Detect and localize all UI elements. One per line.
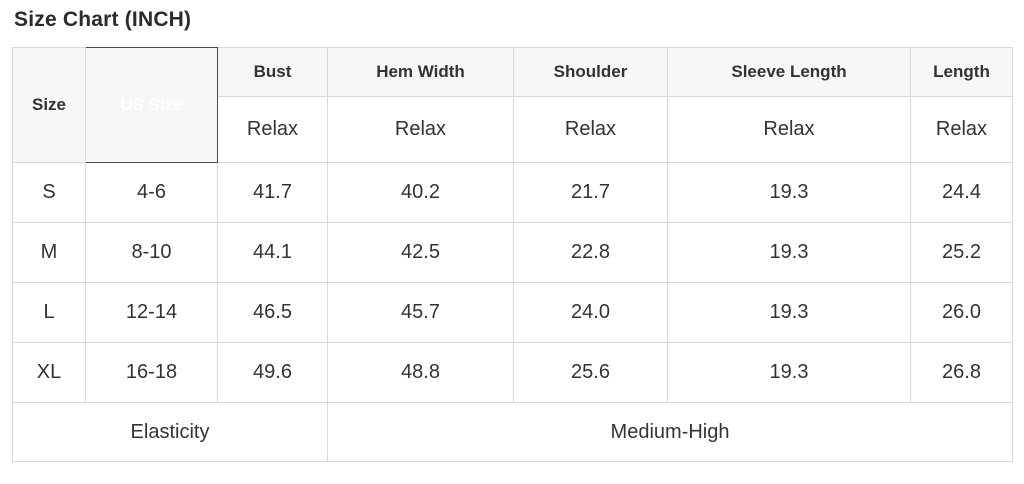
size-chart-title: Size Chart (INCH) <box>14 8 192 31</box>
sleeve-length-cell: 19.3 <box>667 282 911 343</box>
hem-width-cell: 40.2 <box>327 162 514 223</box>
column-header-sleeve-length: Sleeve Length <box>667 47 911 97</box>
us-size-cell: 16-18 <box>85 342 218 403</box>
length-cell: 25.2 <box>910 222 1013 283</box>
sleeve-length-cell: 19.3 <box>667 342 911 403</box>
length-cell: 24.4 <box>910 162 1013 223</box>
fit-cell-length: Relax <box>910 96 1013 163</box>
column-header-length: Length <box>910 47 1013 97</box>
size-chart-section: Size Chart (INCH) Size US Size Bust Hem … <box>12 8 1013 462</box>
hem-width-cell: 45.7 <box>327 282 514 343</box>
header-row: Size US Size Bust Hem Width Shoulder Sle… <box>12 47 1013 163</box>
length-cell: 26.0 <box>910 282 1013 343</box>
fit-cell-hem-width: Relax <box>327 96 514 163</box>
us-size-cell: 8-10 <box>85 222 218 283</box>
us-size-cell: 4-6 <box>85 162 218 223</box>
shoulder-cell: 21.7 <box>513 162 668 223</box>
column-header-hem-width: Hem Width <box>327 47 514 97</box>
shoulder-cell: 24.0 <box>513 282 668 343</box>
elasticity-value-cell: Medium-High <box>327 402 1013 462</box>
hem-width-cell: 42.5 <box>327 222 514 283</box>
table-row-xl: XL 16-18 49.6 48.8 25.6 19.3 26.8 <box>12 342 1013 403</box>
length-cell: 26.8 <box>910 342 1013 403</box>
us-size-cell: 12-14 <box>85 282 218 343</box>
sleeve-length-cell: 19.3 <box>667 162 911 223</box>
fit-cell-bust: Relax <box>217 96 328 163</box>
fit-row: Relax Relax Relax Relax Relax <box>13 96 1013 163</box>
column-header-size: Size <box>12 47 86 163</box>
table-row-s: S 4-6 41.7 40.2 21.7 19.3 24.4 <box>12 162 1013 223</box>
hem-width-cell: 48.8 <box>327 342 514 403</box>
size-cell: M <box>12 222 86 283</box>
column-header-us-size: US Size <box>85 47 218 163</box>
fit-cell-sleeve-length: Relax <box>667 96 911 163</box>
size-chart-table: Size US Size Bust Hem Width Shoulder Sle… <box>12 47 1013 462</box>
elasticity-label-cell: Elasticity <box>12 402 328 462</box>
elasticity-row: Elasticity Medium-High <box>12 402 1013 462</box>
column-header-shoulder: Shoulder <box>513 47 668 97</box>
size-cell: L <box>12 282 86 343</box>
shoulder-cell: 25.6 <box>513 342 668 403</box>
shoulder-cell: 22.8 <box>513 222 668 283</box>
bust-cell: 44.1 <box>217 222 328 283</box>
table-row-m: M 8-10 44.1 42.5 22.8 19.3 25.2 <box>12 222 1013 283</box>
size-cell: XL <box>12 342 86 403</box>
sleeve-length-cell: 19.3 <box>667 222 911 283</box>
fit-cell-shoulder: Relax <box>513 96 668 163</box>
size-cell: S <box>12 162 86 223</box>
column-header-bust: Bust <box>217 47 328 97</box>
bust-cell: 41.7 <box>217 162 328 223</box>
table-row-l: L 12-14 46.5 45.7 24.0 19.3 26.0 <box>12 282 1013 343</box>
bust-cell: 46.5 <box>217 282 328 343</box>
bust-cell: 49.6 <box>217 342 328 403</box>
